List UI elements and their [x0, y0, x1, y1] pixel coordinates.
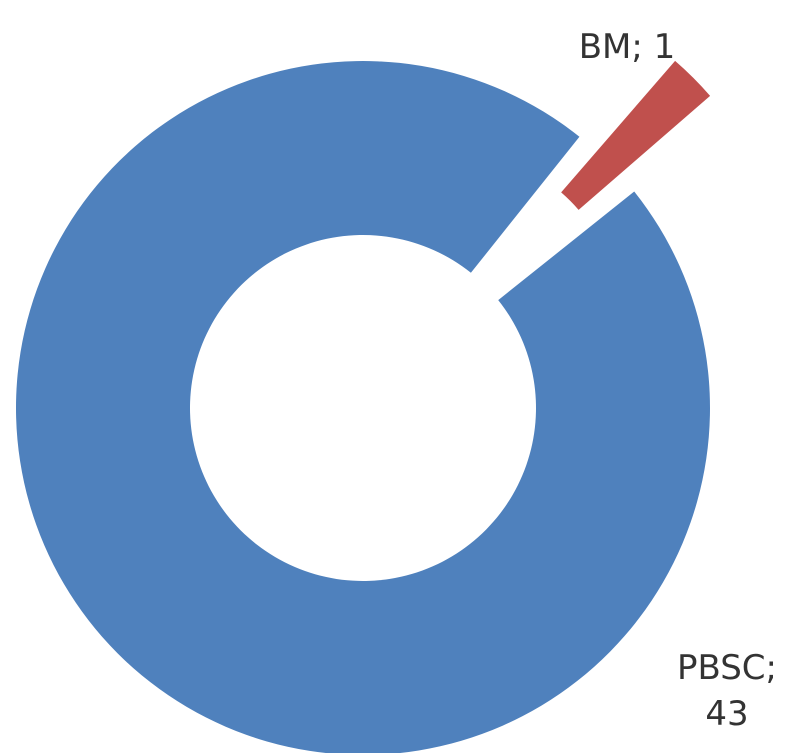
- slices-layer: [16, 60, 711, 753]
- data-label-pbsc: PBSC; 43: [677, 648, 777, 734]
- data-label-line: 43: [705, 694, 748, 734]
- data-label-line: BM; 1: [579, 27, 676, 67]
- labels-layer: PBSC; 43 BM; 1: [579, 27, 777, 734]
- data-label-bm: BM; 1: [579, 27, 676, 67]
- slice-bm: [561, 60, 711, 210]
- slice-pbsc: [16, 61, 710, 753]
- data-label-line: PBSC;: [677, 648, 777, 688]
